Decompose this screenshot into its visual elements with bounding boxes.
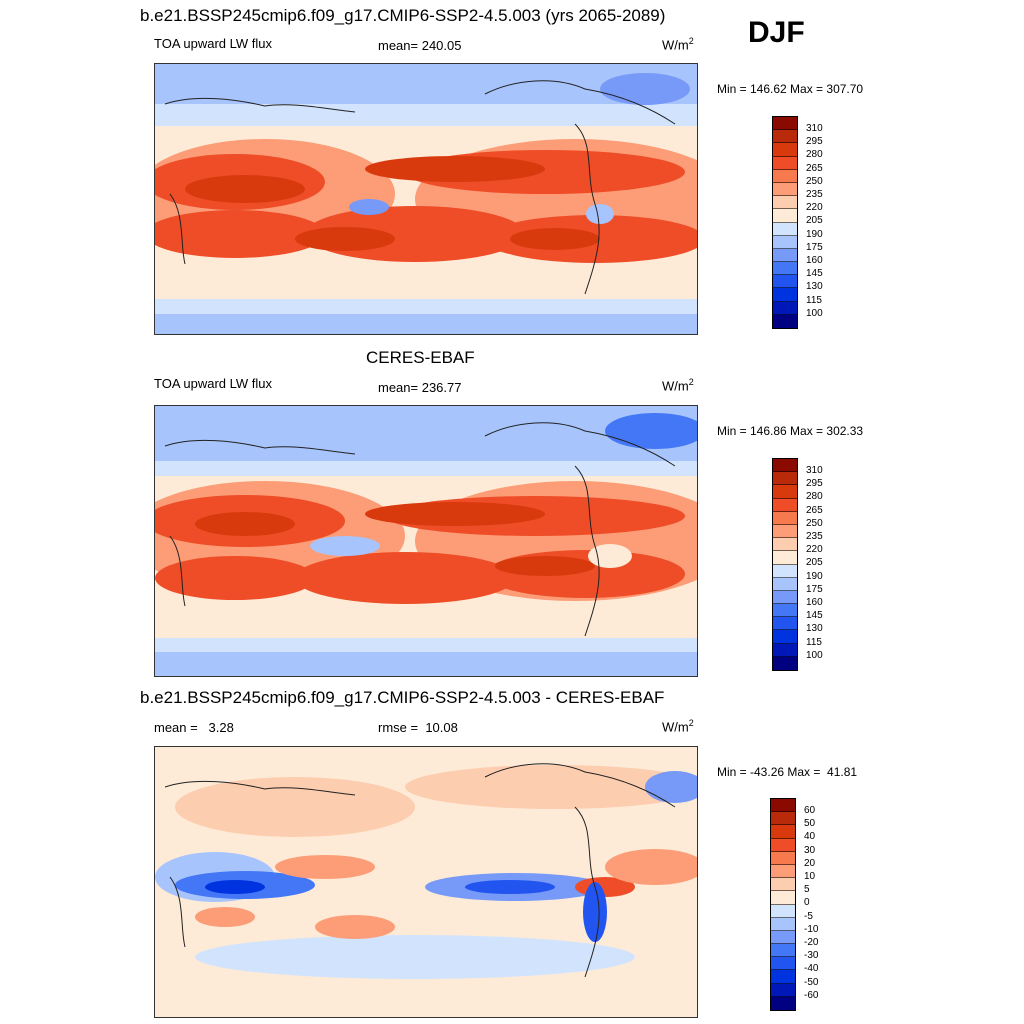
colorbar-tick: 20 xyxy=(804,857,816,869)
colorbar-tick: 175 xyxy=(806,583,823,595)
colorbar-tick: 0 xyxy=(804,897,810,909)
colorbar-tick: 295 xyxy=(806,136,823,148)
panel3-map xyxy=(154,746,698,1018)
panel1-colorbar xyxy=(772,116,798,329)
season-label: DJF xyxy=(748,16,805,49)
colorbar-tick: -10 xyxy=(804,923,819,935)
panel2-variable-label: TOA upward LW flux xyxy=(154,376,273,391)
colorbar-tick: 265 xyxy=(806,504,823,516)
colorbar-tick: 280 xyxy=(806,491,823,503)
panel3-units: W/m2 xyxy=(662,718,694,735)
panel2-minmax: Min = 146.86 Max = 302.33 xyxy=(717,424,864,438)
colorbar-tick: 310 xyxy=(806,465,823,476)
panel1-title: b.e21.BSSP245cmip6.f09_g17.CMIP6-SSP2-4.… xyxy=(140,6,666,25)
colorbar-tick: -5 xyxy=(804,910,813,922)
panel1-minmax: Min = 146.62 Max = 307.70 xyxy=(717,82,864,96)
panel2-map xyxy=(154,405,698,677)
colorbar-tick: 40 xyxy=(804,831,816,843)
colorbar-tick: 310 xyxy=(806,123,823,134)
panel2-title: CERES-EBAF xyxy=(366,348,475,367)
colorbar-tick: 130 xyxy=(806,281,823,293)
colorbar-tick: 100 xyxy=(806,307,823,319)
colorbar-tick: 220 xyxy=(806,544,823,556)
colorbar-tick: 250 xyxy=(806,175,823,187)
panel3-colorbar xyxy=(770,798,796,1011)
colorbar-tick: 205 xyxy=(806,557,823,569)
colorbar-tick: 175 xyxy=(806,241,823,253)
panel2-mean: mean= 236.77 xyxy=(378,380,462,395)
panel3-minmax: Min = -43.26 Max = 41.81 xyxy=(717,765,858,779)
panel3-title: b.e21.BSSP245cmip6.f09_g17.CMIP6-SSP2-4.… xyxy=(140,688,665,707)
colorbar-tick: 280 xyxy=(806,149,823,161)
colorbar-tick: 220 xyxy=(806,202,823,214)
panel3-mean: mean = 3.28 xyxy=(154,720,234,735)
colorbar-tick: 235 xyxy=(806,189,823,200)
colorbar-tick: 190 xyxy=(806,570,823,582)
colorbar-tick: -40 xyxy=(804,963,819,975)
colorbar-tick: 160 xyxy=(806,255,823,266)
colorbar-tick: 115 xyxy=(806,636,822,648)
colorbar-tick: -60 xyxy=(804,989,819,1001)
colorbar-tick: 10 xyxy=(804,871,816,882)
colorbar-tick: 115 xyxy=(806,294,822,306)
colorbar-tick: 130 xyxy=(806,623,823,635)
panel2-units: W/m2 xyxy=(662,377,694,394)
colorbar-tick: 265 xyxy=(806,162,823,174)
panel2-colorbar xyxy=(772,458,798,671)
colorbar-tick: -50 xyxy=(804,976,819,988)
colorbar-tick: 295 xyxy=(806,478,823,490)
colorbar-tick: 30 xyxy=(804,844,816,856)
panel3-rmse: rmse = 10.08 xyxy=(378,720,458,735)
panel1-mean: mean= 240.05 xyxy=(378,38,462,53)
colorbar-tick: 145 xyxy=(806,610,823,622)
colorbar-tick: 145 xyxy=(806,268,823,280)
colorbar-tick: 50 xyxy=(804,818,816,830)
colorbar-tick: -20 xyxy=(804,937,819,948)
colorbar-tick: 250 xyxy=(806,517,823,529)
colorbar-tick: 190 xyxy=(806,228,823,240)
panel1-units: W/m2 xyxy=(662,36,694,53)
colorbar-tick: 60 xyxy=(804,805,816,816)
colorbar-tick: 5 xyxy=(804,884,810,896)
colorbar-tick: 160 xyxy=(806,597,823,608)
colorbar-tick: 235 xyxy=(806,531,823,542)
colorbar-tick: 205 xyxy=(806,215,823,227)
colorbar-tick: -30 xyxy=(804,950,819,962)
colorbar-tick: 100 xyxy=(806,649,823,661)
panel1-variable-label: TOA upward LW flux xyxy=(154,36,273,51)
panel1-map xyxy=(154,63,698,335)
